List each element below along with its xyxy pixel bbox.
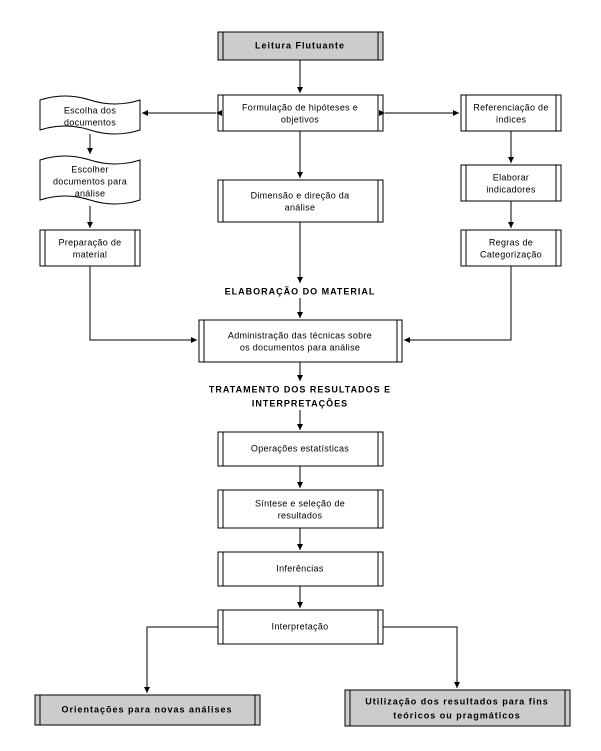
node-label-l2: documentos: [64, 117, 116, 127]
edge: [404, 266, 511, 340]
node-label-l2: documentos para: [53, 176, 127, 186]
node-label-l2: Categorização: [480, 249, 542, 259]
node-label-l2: análise: [285, 202, 316, 212]
node-label: Leitura Flutuante: [255, 40, 345, 50]
node-label-l2: índices: [496, 114, 527, 124]
node-label-l3: análise: [75, 188, 106, 198]
heading-tratamento-l1: TRATAMENTO DOS RESULTADOS E: [209, 384, 391, 394]
node-utilizacao-resultados: Utilização dos resultados para fins teór…: [345, 690, 570, 726]
node-inferencias: Inferências: [218, 552, 383, 586]
node-label-l2: os documentos para análise: [240, 342, 360, 352]
node-orientacoes-novas-analises: Orientações para novas análises: [35, 695, 260, 725]
node-label-l1: Elaborar: [493, 172, 529, 182]
node-referenciacao-indices: Referenciação de índices: [461, 95, 561, 131]
node-interpretacao: Interpretação: [218, 610, 383, 644]
node-label-l1: Regras de: [489, 237, 533, 247]
node-label-l1: Formulação de hipóteses e: [242, 102, 358, 112]
heading-tratamento-l2: INTERPRETAÇÕES: [252, 398, 348, 408]
node-operacoes-estatisticas: Operações estatísticas: [218, 432, 383, 466]
node-administracao-tecnicas: Administração das técnicas sobre os docu…: [199, 320, 402, 362]
node-label: Orientações para novas análises: [61, 704, 232, 714]
edge: [90, 266, 197, 340]
node-regras-categorizacao: Regras de Categorização: [461, 230, 561, 266]
node-label-l1: Escolher: [71, 164, 108, 174]
node-dimensao-direcao: Dimensão e direção da análise: [218, 180, 383, 222]
node-label-l1: Escolha dos: [64, 105, 117, 115]
node-sintese-selecao: Síntese e seleção de resultados: [218, 490, 383, 528]
node-label-l2: resultados: [278, 510, 323, 520]
node-label: Operações estatísticas: [251, 443, 349, 453]
node-label-l2: material: [73, 249, 107, 259]
node-label-l1: Referenciação de: [473, 102, 548, 112]
node-label-l1: Utilização dos resultados para fins: [365, 696, 549, 706]
node-label-l1: Administração das técnicas sobre: [228, 330, 372, 340]
node-label-l1: Síntese e seleção de: [255, 498, 345, 508]
edge: [147, 627, 218, 693]
node-formulacao-hipoteses: Formulação de hipóteses e objetivos: [218, 95, 383, 131]
node-label: Interpretação: [272, 621, 329, 631]
node-label: Inferências: [276, 563, 324, 573]
node-escolha-documentos: Escolha dos documentos: [40, 96, 140, 134]
node-leitura-flutuante: Leitura Flutuante: [218, 32, 383, 60]
node-label-l2: indicadores: [486, 184, 536, 194]
flowchart-canvas: Leitura Flutuante Formulação de hipótese…: [0, 0, 601, 751]
node-label-l2: teóricos ou pragmáticos: [393, 710, 521, 720]
node-label-l1: Preparação de: [59, 237, 122, 247]
node-preparacao-material: Preparação de material: [40, 230, 140, 266]
node-label-l1: Dimensão e direção da: [251, 190, 350, 200]
edge: [383, 627, 457, 688]
node-escolher-documentos-analise: Escolher documentos para análise: [40, 156, 140, 204]
node-elaborar-indicadores: Elaborar indicadores: [461, 165, 561, 201]
heading-elaboracao-material: ELABORAÇÃO DO MATERIAL: [225, 286, 376, 296]
node-label-l2: objetivos: [281, 114, 319, 124]
